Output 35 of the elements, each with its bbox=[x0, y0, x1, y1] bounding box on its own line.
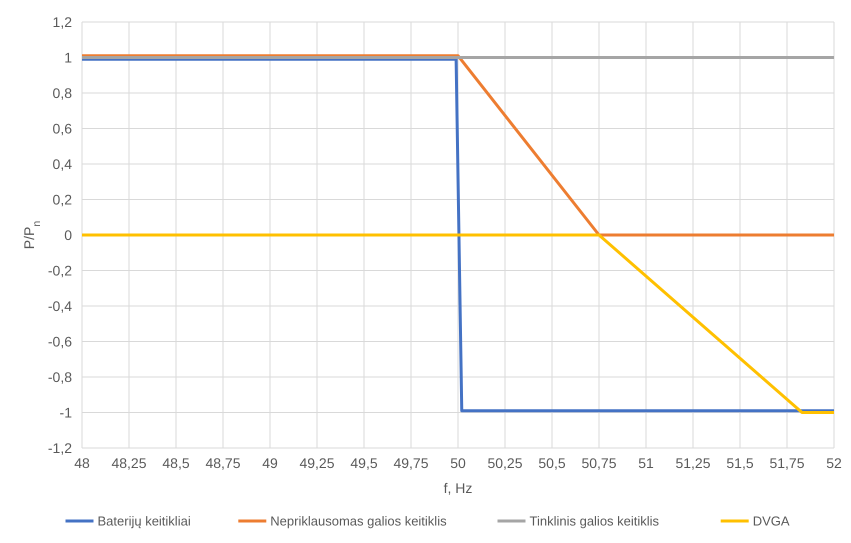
x-tick-label: 50,75 bbox=[581, 455, 617, 471]
x-tick-label: 49,75 bbox=[393, 455, 429, 471]
x-tick-label: 49 bbox=[262, 455, 278, 471]
y-tick-label: 0,2 bbox=[52, 191, 72, 208]
x-tick-label: 51,25 bbox=[675, 455, 711, 471]
y-tick-label: 1,2 bbox=[52, 14, 72, 30]
x-tick-label: 51,75 bbox=[769, 455, 805, 471]
y-tick-label: -0,2 bbox=[48, 262, 72, 278]
x-tick-label: 49,5 bbox=[350, 455, 378, 471]
y-tick-label: 0,8 bbox=[52, 84, 72, 101]
x-tick-label: 50,25 bbox=[487, 455, 523, 471]
y-tick-label: -0,6 bbox=[48, 333, 72, 350]
x-tick-label: 48,75 bbox=[205, 455, 241, 471]
x-tick-label: 50 bbox=[450, 455, 466, 471]
x-tick-label: 51 bbox=[638, 455, 654, 471]
x-tick-label: 48,25 bbox=[111, 455, 147, 471]
y-tick-label: -0,8 bbox=[48, 368, 72, 385]
legend-label: Baterijų keitikliai bbox=[98, 514, 191, 529]
y-tick-label: -0,4 bbox=[48, 298, 72, 314]
legend-label: Tinklinis galios keitiklis bbox=[530, 514, 660, 529]
legend-label: Nepriklausomas galios keitiklis bbox=[270, 514, 448, 529]
y-tick-label: 0,4 bbox=[52, 156, 72, 172]
x-tick-label: 51,5 bbox=[726, 455, 754, 471]
y-tick-label: 0 bbox=[64, 226, 72, 243]
x-tick-label: 50,5 bbox=[538, 455, 566, 471]
x-tick-label: 52 bbox=[826, 455, 842, 471]
y-tick-label: -1 bbox=[60, 404, 72, 420]
x-axis-title: f, Hz bbox=[444, 480, 472, 496]
x-tick-label: 48 bbox=[74, 455, 90, 471]
y-tick-label: -1,2 bbox=[48, 440, 72, 456]
x-tick-label: 48,5 bbox=[162, 455, 190, 471]
y-tick-label: 1 bbox=[64, 49, 72, 66]
y-tick-label: 0,6 bbox=[52, 120, 72, 136]
x-tick-label: 49,25 bbox=[299, 455, 335, 471]
legend-label: DVGA bbox=[752, 514, 790, 529]
